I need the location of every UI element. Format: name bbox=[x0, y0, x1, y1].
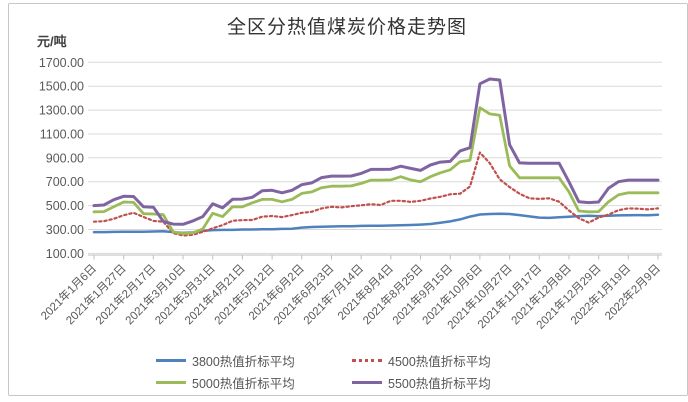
series-line-5000热值折标平均 bbox=[92, 106, 660, 235]
legend-item: 5000热值折标平均 bbox=[156, 373, 352, 391]
legend-label: 4500热值折标平均 bbox=[388, 354, 491, 369]
legend: 3800热值折标平均 4500热值折标平均 5000热值折标平均 5500热值折标平均 bbox=[156, 351, 588, 391]
y-tick-label: 1100.00 bbox=[40, 127, 84, 141]
y-tick-label: 700.00 bbox=[46, 175, 84, 189]
legend-marker-line bbox=[352, 380, 382, 384]
series-line-5500热值折标平均 bbox=[92, 77, 660, 226]
y-tick-label: 900.00 bbox=[46, 151, 84, 165]
legend-label: 3800热值折标平均 bbox=[192, 354, 295, 369]
legend-item: 3800热值折标平均 bbox=[156, 351, 352, 369]
legend-label: 5000热值折标平均 bbox=[192, 376, 295, 391]
y-tick-label: 1700.00 bbox=[39, 56, 84, 70]
chart-frame bbox=[8, 3, 688, 396]
legend-item: 4500热值折标平均 bbox=[352, 351, 588, 369]
legend-item: 5500热值折标平均 bbox=[352, 373, 588, 391]
y-tick-label: 100.00 bbox=[46, 247, 84, 261]
y-axis-title: 元/吨 bbox=[37, 34, 67, 49]
legend-marker-dotted-line bbox=[352, 358, 382, 362]
y-tick-label: 300.00 bbox=[46, 223, 84, 237]
y-tick-label: 500.00 bbox=[46, 199, 84, 213]
legend-marker-line bbox=[156, 380, 186, 384]
legend-label: 5500热值折标平均 bbox=[388, 376, 491, 391]
y-tick-label: 1300.00 bbox=[39, 104, 84, 118]
chart-title: 全区分热值煤炭价格走势图 bbox=[226, 17, 467, 38]
legend-marker-line bbox=[156, 358, 186, 362]
y-tick-label: 1500.00 bbox=[39, 80, 84, 94]
